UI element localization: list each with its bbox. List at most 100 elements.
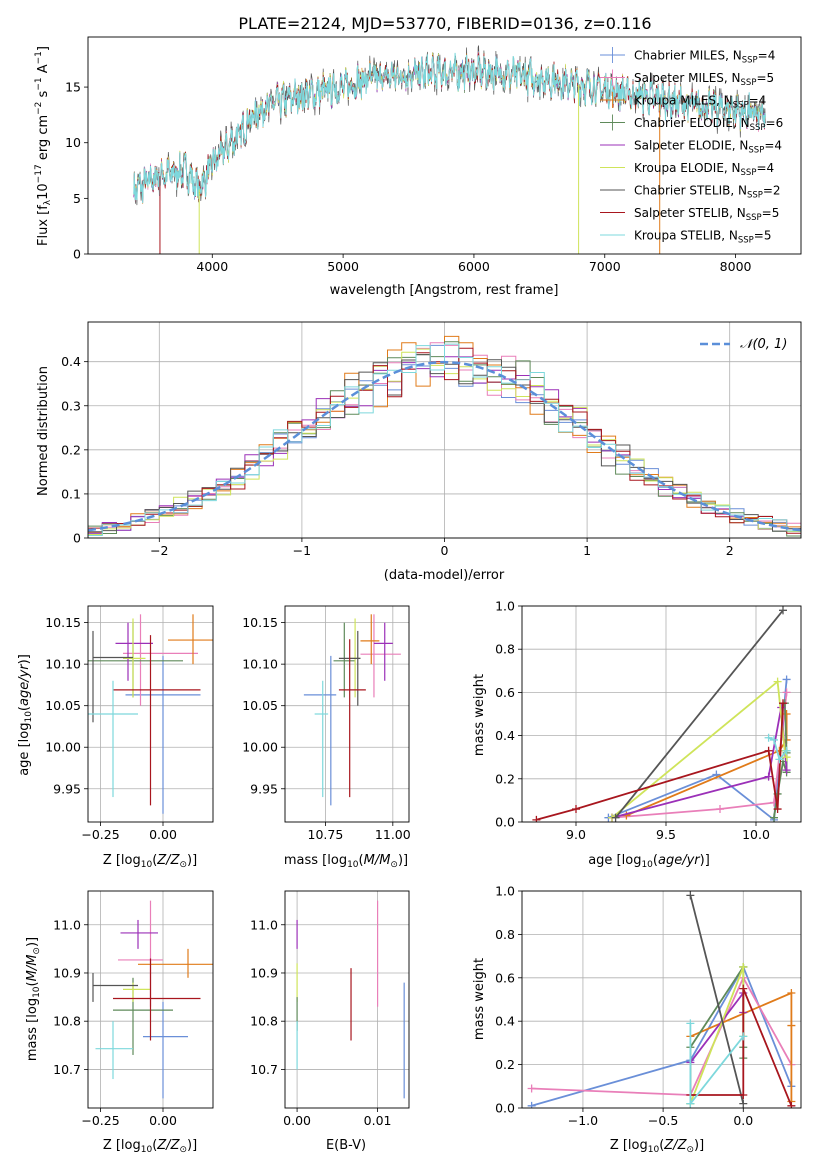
mwz-line-salpeter-elodie [689,990,745,1063]
agemass-ytick-label: 10.10 [242,657,278,672]
spectrum-frame [87,36,802,255]
massz-xtick-label: 0.00 [149,1113,177,1128]
agez-axes: −0.25 0.00 9.95 10.00 10.05 10.10 10.15 [45,606,213,842]
spectrum-xtick-label: 7000 [589,259,621,274]
agemass-ytick-label: 10.15 [242,615,278,630]
legend-label-kroupa-miles: Kroupa MILES, NSSP=4 [634,94,766,111]
agez-xlabel: Z [log10(Z/Z⊙)] [103,853,197,870]
massebv-ytick-label: 10.9 [250,965,278,980]
mwage-marker-kroupa-stelib [782,746,791,755]
legend-label-salpeter-elodie: Salpeter ELODIE, NSSP=4 [634,139,782,156]
mwage-xtick-label: 10.0 [742,827,770,842]
figure-title: PLATE=2124, MJD=53770, FIBERID=0136, z=0… [238,14,651,33]
mwage-marker-kroupa-stelib [770,735,778,744]
mwz-line-salpeter-miles [531,975,793,1096]
hist-ytick-label: 0.3 [61,398,81,413]
hist-ytick-label: 0 [73,531,81,546]
hist-step-kroupa-stelib [88,343,801,537]
mwz-marker-kroupa-stelib [686,1099,695,1108]
mwage-marker-salpeter-elodie [764,772,773,781]
agemass-ytick-label: 10.05 [242,698,278,713]
massz-ylabel: mass [log10(M/M⊙)] [25,937,42,1061]
spectrum-axes: 4000 5000 6000 7000 8000 0 5 10 15 [65,80,751,274]
spectrum-ytick-label: 15 [65,80,81,95]
mwage-ytick-label: 0.8 [495,642,515,657]
mwage-marker-kroupa-stelib [775,755,784,764]
mwz-ytick-label: 0.6 [495,970,515,985]
mwz-marker-salpeter-stelib [739,984,748,993]
spectrum-xtick-label: 6000 [458,259,490,274]
massebv-axes: 0.00 0.01 10.7 10.8 10.9 11.0 [250,891,409,1128]
agez-xtick-label: 0.00 [149,827,177,842]
spectrum-xtick-label: 8000 [720,259,752,274]
massz-axes: −0.25 0.00 10.7 10.8 10.9 11.0 [53,891,213,1128]
spectrum-ytick-label: 10 [65,135,81,150]
mwage-marker-kroupa-elodie [773,677,782,686]
mwage-marker-salpeter-elodie [782,766,791,775]
legend-label-kroupa-stelib: Kroupa STELIB, NSSP=5 [634,229,772,246]
normal-curve [88,360,801,532]
mwage-marker-chabrier-stelib [611,813,620,822]
mwz-ytick-label: 0.4 [495,1014,515,1029]
mwz-frame [521,890,802,1109]
normal-legend-label: 𝒩(0, 1) [740,337,787,352]
mwage-marker-salpeter-stelib [779,699,787,708]
hist-ytick-label: 0.4 [61,354,81,369]
hist-axes: −2 −1 0 1 2 0 0.1 0.2 0.3 0.4 [61,322,801,558]
mwage-marker-chabrier-miles [782,675,791,684]
massebv-ytick-label: 10.7 [250,1062,278,1077]
massz-ytick-label: 11.0 [53,917,81,932]
mwage-marker-salpeter-stelib [764,746,773,755]
mwage-ylabel: mass weight [472,674,487,756]
mwz-marker-kroupa-elodie [739,962,748,971]
mwz-marker-chabrier-stelib [686,891,695,900]
hist-xtick-label: 1 [583,543,591,558]
agemass-ytick-label: 10.00 [242,740,278,755]
mwz-ytick-label: 0.0 [495,1101,515,1116]
mwz-axes: −1.0 −0.5 0.0 0.0 0.2 0.4 0.6 0.8 1.0 [495,884,801,1128]
legend-label-chabrier-stelib: Chabrier STELIB, NSSP=2 [634,184,781,201]
mwage-ytick-label: 0.6 [495,685,515,700]
mwz-ytick-label: 0.8 [495,927,515,942]
mwz-ylabel: mass weight [472,958,487,1040]
spectrum-ytick-label: 0 [73,247,81,262]
agez-ytick-label: 9.95 [53,781,81,796]
mwage-ytick-label: 1.0 [495,599,515,614]
spectrum-xtick-label: 5000 [327,259,359,274]
hist-frame [87,321,802,539]
agemass-frame [284,605,410,823]
mwage-ytick-label: 0.2 [495,771,515,786]
massz-ytick-label: 10.8 [53,1014,81,1029]
agemass-xtick-label: 11.00 [375,827,411,842]
mwage-line-salpeter-elodie [611,707,788,819]
mwz-line-salpeter-stelib [690,988,793,1107]
mwz-xtick-label: 0.0 [733,1113,753,1128]
massz-frame [87,890,214,1109]
agemass-xtick-label: 10.75 [308,827,344,842]
mwage-marker-salpeter-miles [716,805,724,814]
massebv-xtick-label: 0.01 [364,1113,392,1128]
legend-label-chabrier-elodie: Chabrier ELODIE, NSSP=6 [634,116,783,133]
mwz-line-kroupa-miles [690,991,793,1102]
hist-ytick-label: 0.2 [61,442,81,457]
mwage-xtick-label: 9.5 [656,827,676,842]
massebv-xlabel: E(B-V) [326,1138,366,1153]
agez-ytick-label: 10.10 [45,657,81,672]
spectrum-xlabel: wavelength [Angstrom, rest frame] [330,283,559,298]
mwage-marker-chabrier-stelib [779,606,787,615]
mwage-marker-kroupa-stelib [764,733,773,742]
mwage-line-salpeter-miles [611,692,788,819]
mwage-marker-salpeter-stelib [532,815,541,822]
hist-xlabel: (data-model)/error [384,568,505,583]
massz-xtick-label: −0.25 [81,1113,119,1128]
mwage-ytick-label: 0.4 [495,728,515,743]
mwage-line-kroupa-elodie [611,679,788,819]
mwage-axes: 9.0 9.5 10.0 0.0 0.2 0.4 0.6 0.8 1.0 [495,599,801,842]
mwz-marker-chabrier-stelib [739,1099,748,1108]
mwz-marker-chabrier-miles [527,1101,536,1108]
mwz-marker-kroupa-stelib [739,1032,748,1041]
agez-ytick-label: 10.05 [45,698,81,713]
agemass-axes: 10.75 11.00 9.95 10.00 10.05 10.10 10.15 [242,606,411,842]
hist-xtick-label: −1 [293,543,311,558]
